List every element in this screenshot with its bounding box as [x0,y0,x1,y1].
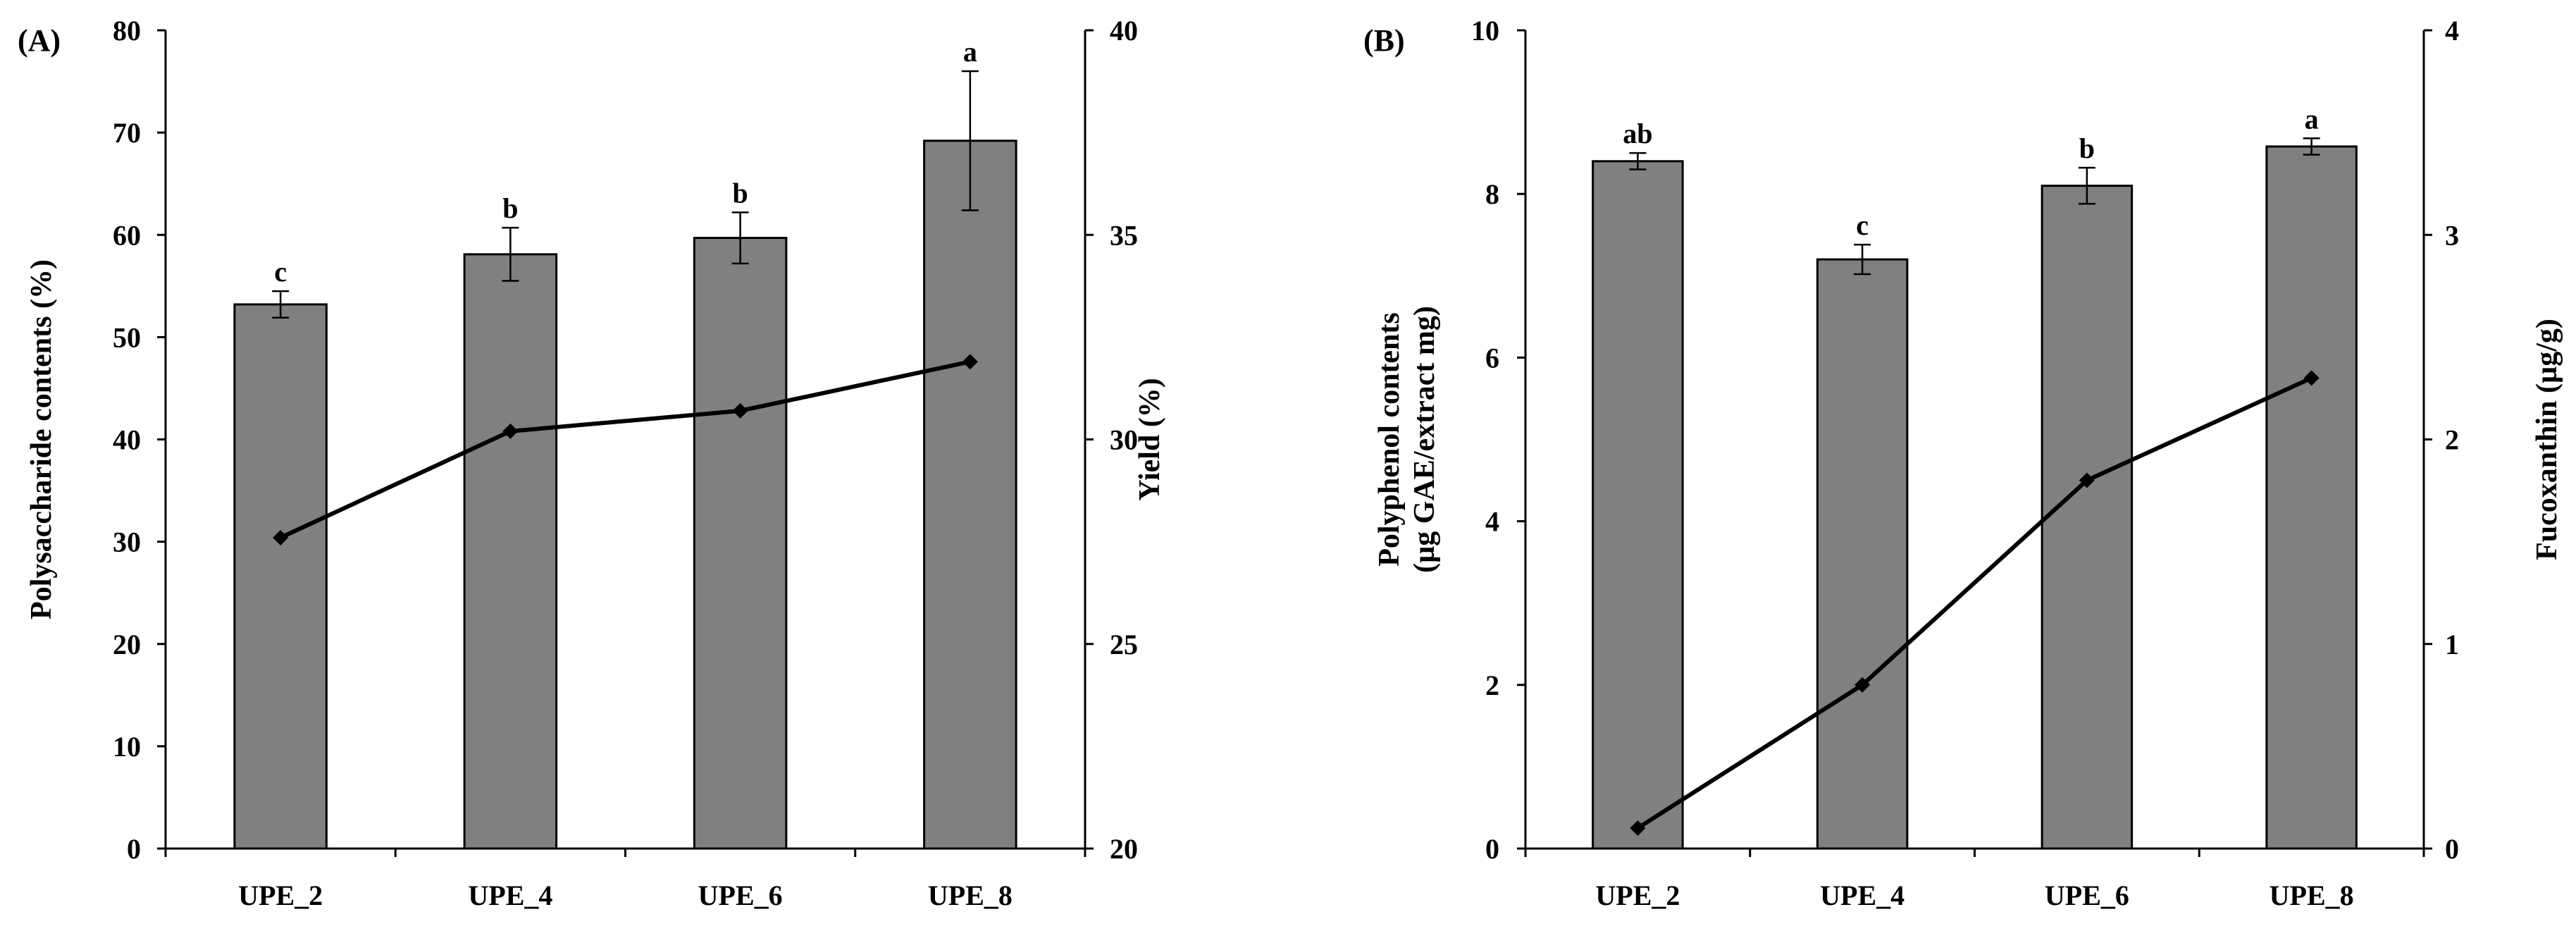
x-tick-label: UPE_2 [1595,880,1680,911]
left-y-tick-label: 0 [1485,833,1499,865]
line-point-marker [962,354,978,370]
left-y-tick-label: 6 [1485,342,1499,374]
left-y-tick-label: 20 [113,629,141,660]
x-tick-label: UPE_8 [928,880,1013,911]
left-y-tick-label: 70 [113,117,141,149]
bar-upe-6 [693,237,788,850]
left-y-tick-label: 80 [113,15,141,47]
left-y-axis-title: (µg GAE/extract mg) [1408,306,1441,573]
line-point-marker [502,423,519,439]
significance-label: ab [1623,118,1652,149]
x-tick-label: UPE_6 [2045,880,2129,911]
left-y-tick-label: 8 [1485,178,1499,210]
right-y-tick-label: 30 [1110,424,1138,456]
left-y-tick-label: 30 [113,526,141,558]
line-point-marker [273,529,289,545]
line-point-marker [2079,472,2095,488]
significance-label: b [733,177,748,209]
significance-label: a [2305,103,2319,135]
left-y-tick-label: 50 [113,321,141,353]
right-y-tick-label: 3 [2445,219,2459,251]
line-point-marker [732,402,748,419]
significance-label: c [1856,209,1869,241]
left-y-axis-title: Polysaccharide contents (%) [25,259,58,619]
line-series [279,359,971,540]
right-y-tick-label: 20 [1110,833,1138,865]
right-y-tick-label: 25 [1110,629,1138,660]
left-y-tick-label: 60 [113,219,141,251]
bar-upe-4 [1816,258,1909,850]
right-y-axis-title: Yield (%) [1134,378,1166,501]
left-y-tick-label: 10 [113,731,141,763]
panel-label: (B) [1363,23,1405,58]
panel-a: (A) c UPE_2 b UPE_4 b UPE_6 a UPE_8 0 10 20 30 40 50 60… [18,15,1166,911]
right-y-tick-label: 4 [2445,15,2459,47]
significance-label: b [2079,132,2095,164]
x-tick-label: UPE_8 [2270,880,2354,911]
left-y-tick-label: 2 [1485,670,1499,701]
x-tick-label: UPE_4 [1820,880,1905,911]
left-y-tick-label: 4 [1485,506,1499,538]
line-point-marker [1854,677,1871,693]
left-y-tick-label: 10 [1471,15,1499,47]
left-y-axis-title: Polyphenol contents [1373,312,1406,567]
right-y-tick-label: 40 [1110,15,1138,47]
bar-upe-4 [463,253,558,850]
right-y-tick-label: 1 [2445,629,2459,660]
panel-b: (B) ab UPE_2 c UPE_4 b UPE_6 a UPE_8 0 2 4 6 8 10 0 1 2 3 4… [1363,15,2563,911]
significance-label: b [502,192,518,224]
right-y-tick-label: 0 [2445,833,2459,865]
bar-upe-2 [1592,160,1684,850]
x-tick-label: UPE_4 [468,880,552,911]
significance-label: a [963,36,977,68]
significance-label: c [274,256,287,288]
left-y-tick-label: 0 [127,833,141,865]
line-point-marker [2303,370,2320,386]
right-y-tick-label: 2 [2445,424,2459,456]
x-tick-label: UPE_6 [698,880,783,911]
left-y-tick-label: 40 [113,424,141,456]
right-y-tick-label: 35 [1110,219,1138,251]
bar-upe-8 [923,140,1017,850]
bar-upe-6 [2041,185,2134,850]
line-point-marker [1630,820,1646,836]
bar-upe-8 [2265,145,2358,850]
x-tick-label: UPE_2 [238,880,323,911]
line-series [1636,376,2312,830]
panel-label: (A) [18,23,61,58]
bar-upe-2 [233,303,328,850]
right-y-axis-title: Fucoxanthin (µg/g) [2531,319,2563,560]
